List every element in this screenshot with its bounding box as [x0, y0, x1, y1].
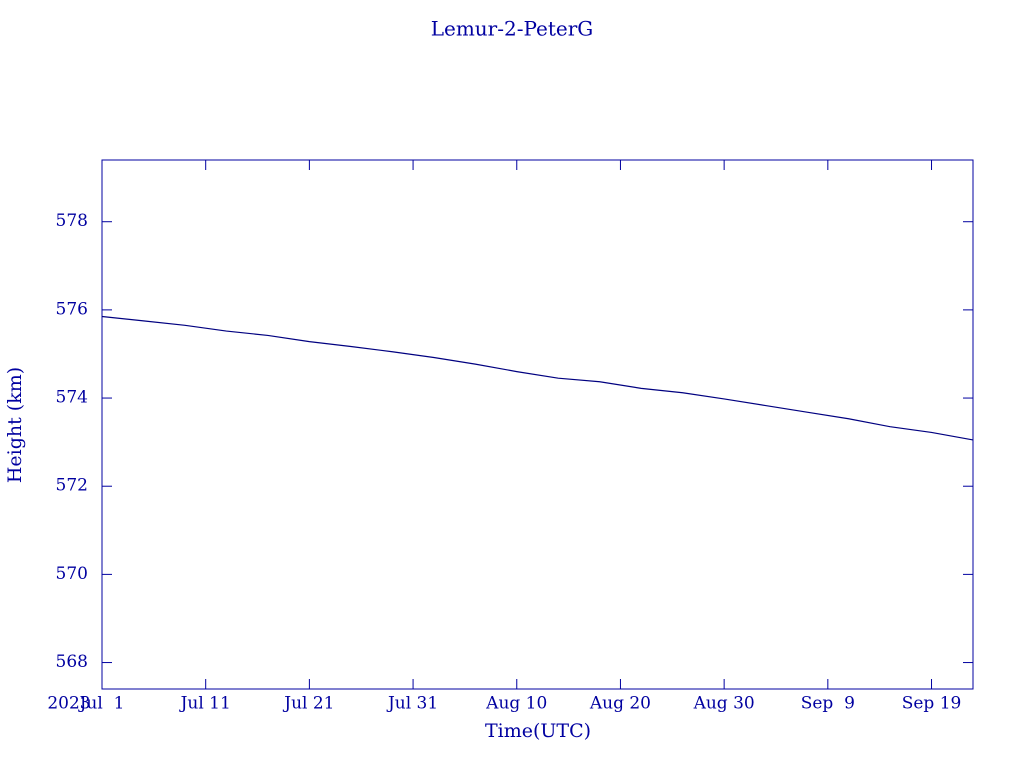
x-tick-label: Jul 1 — [78, 694, 125, 714]
x-tick-label: Jul 21 — [282, 694, 334, 714]
y-tick-label: 574 — [56, 388, 88, 408]
x-tick-label: Sep 19 — [902, 694, 962, 714]
y-tick-label: 572 — [56, 476, 88, 496]
y-tick-label: 570 — [56, 564, 88, 584]
x-tick-label: Jul 31 — [386, 694, 438, 714]
y-tick-label: 578 — [56, 211, 88, 231]
plot-frame — [101, 159, 974, 690]
year-label: 2023 — [47, 694, 90, 714]
x-tick-label: Sep 9 — [801, 694, 855, 714]
x-tick-label: Aug 10 — [485, 694, 547, 714]
data-line — [101, 315, 974, 441]
y-tick-label: 576 — [56, 299, 88, 319]
x-tick-label: Jul 11 — [179, 694, 231, 714]
y-tick-label: 568 — [56, 652, 88, 672]
x-tick-label: Aug 20 — [589, 694, 651, 714]
chart-title: Lemur-2-PeterG — [431, 17, 594, 41]
x-axis-label: Time(UTC) — [485, 720, 591, 742]
x-tick-label: Aug 30 — [693, 694, 755, 714]
y-axis-label: Height (km) — [4, 367, 26, 483]
